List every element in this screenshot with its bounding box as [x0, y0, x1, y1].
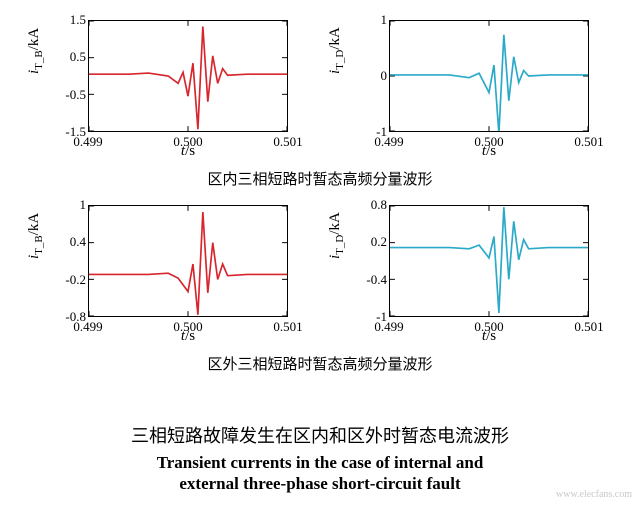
- row-caption-1: 区内三相短路时暂态高频分量波形: [28, 166, 612, 193]
- y-tick-label: 0.4: [70, 234, 86, 250]
- chart-top-left: -1.5-0.50.51.50.4990.5000.501iT_B/kAt/s: [28, 12, 298, 162]
- y-axis-label: iT_B/kA: [26, 28, 45, 74]
- y-tick-label: -0.2: [65, 272, 86, 288]
- y-tick-label: 0: [381, 68, 388, 84]
- plot-area: [389, 205, 589, 317]
- figure-title: 三相短路故障发生在区内和区外时暂态电流波形 Transient currents…: [0, 422, 640, 495]
- title-en: Transient currents in the case of intern…: [0, 452, 640, 495]
- chart-top-right: -1010.4990.5000.501iT_D/kAt/s: [329, 12, 599, 162]
- y-axis-label: iT_B/kA: [26, 213, 45, 259]
- y-tick-label: 0.8: [371, 197, 387, 213]
- watermark: www.elecfans.com: [556, 489, 632, 500]
- row-caption-2: 区外三相短路时暂态高频分量波形: [28, 351, 612, 378]
- y-tick-label: 1: [381, 12, 388, 28]
- plot-area: [389, 20, 589, 132]
- x-axis-label: t/s: [88, 328, 288, 345]
- y-axis-label: iT_D/kA: [327, 27, 346, 74]
- y-axis-label: iT_D/kA: [327, 212, 346, 259]
- y-tick-label: 0.5: [70, 49, 86, 65]
- x-axis-label: t/s: [389, 328, 589, 345]
- y-tick-label: -0.5: [65, 87, 86, 103]
- chart-bottom-left: -0.8-0.20.410.4990.5000.501iT_B/kAt/s: [28, 197, 298, 347]
- y-tick-label: -0.4: [366, 272, 387, 288]
- title-zh: 三相短路故障发生在区内和区外时暂态电流波形: [0, 422, 640, 448]
- chart-bottom-right: -1-0.40.20.80.4990.5000.501iT_D/kAt/s: [329, 197, 599, 347]
- y-tick-label: 0.2: [371, 234, 387, 250]
- x-axis-label: t/s: [88, 143, 288, 160]
- y-tick-label: 1: [80, 197, 87, 213]
- x-axis-label: t/s: [389, 143, 589, 160]
- plot-area: [88, 205, 288, 317]
- y-tick-label: 1.5: [70, 12, 86, 28]
- charts-grid: -1.5-0.50.51.50.4990.5000.501iT_B/kAt/s …: [0, 0, 640, 378]
- plot-area: [88, 20, 288, 132]
